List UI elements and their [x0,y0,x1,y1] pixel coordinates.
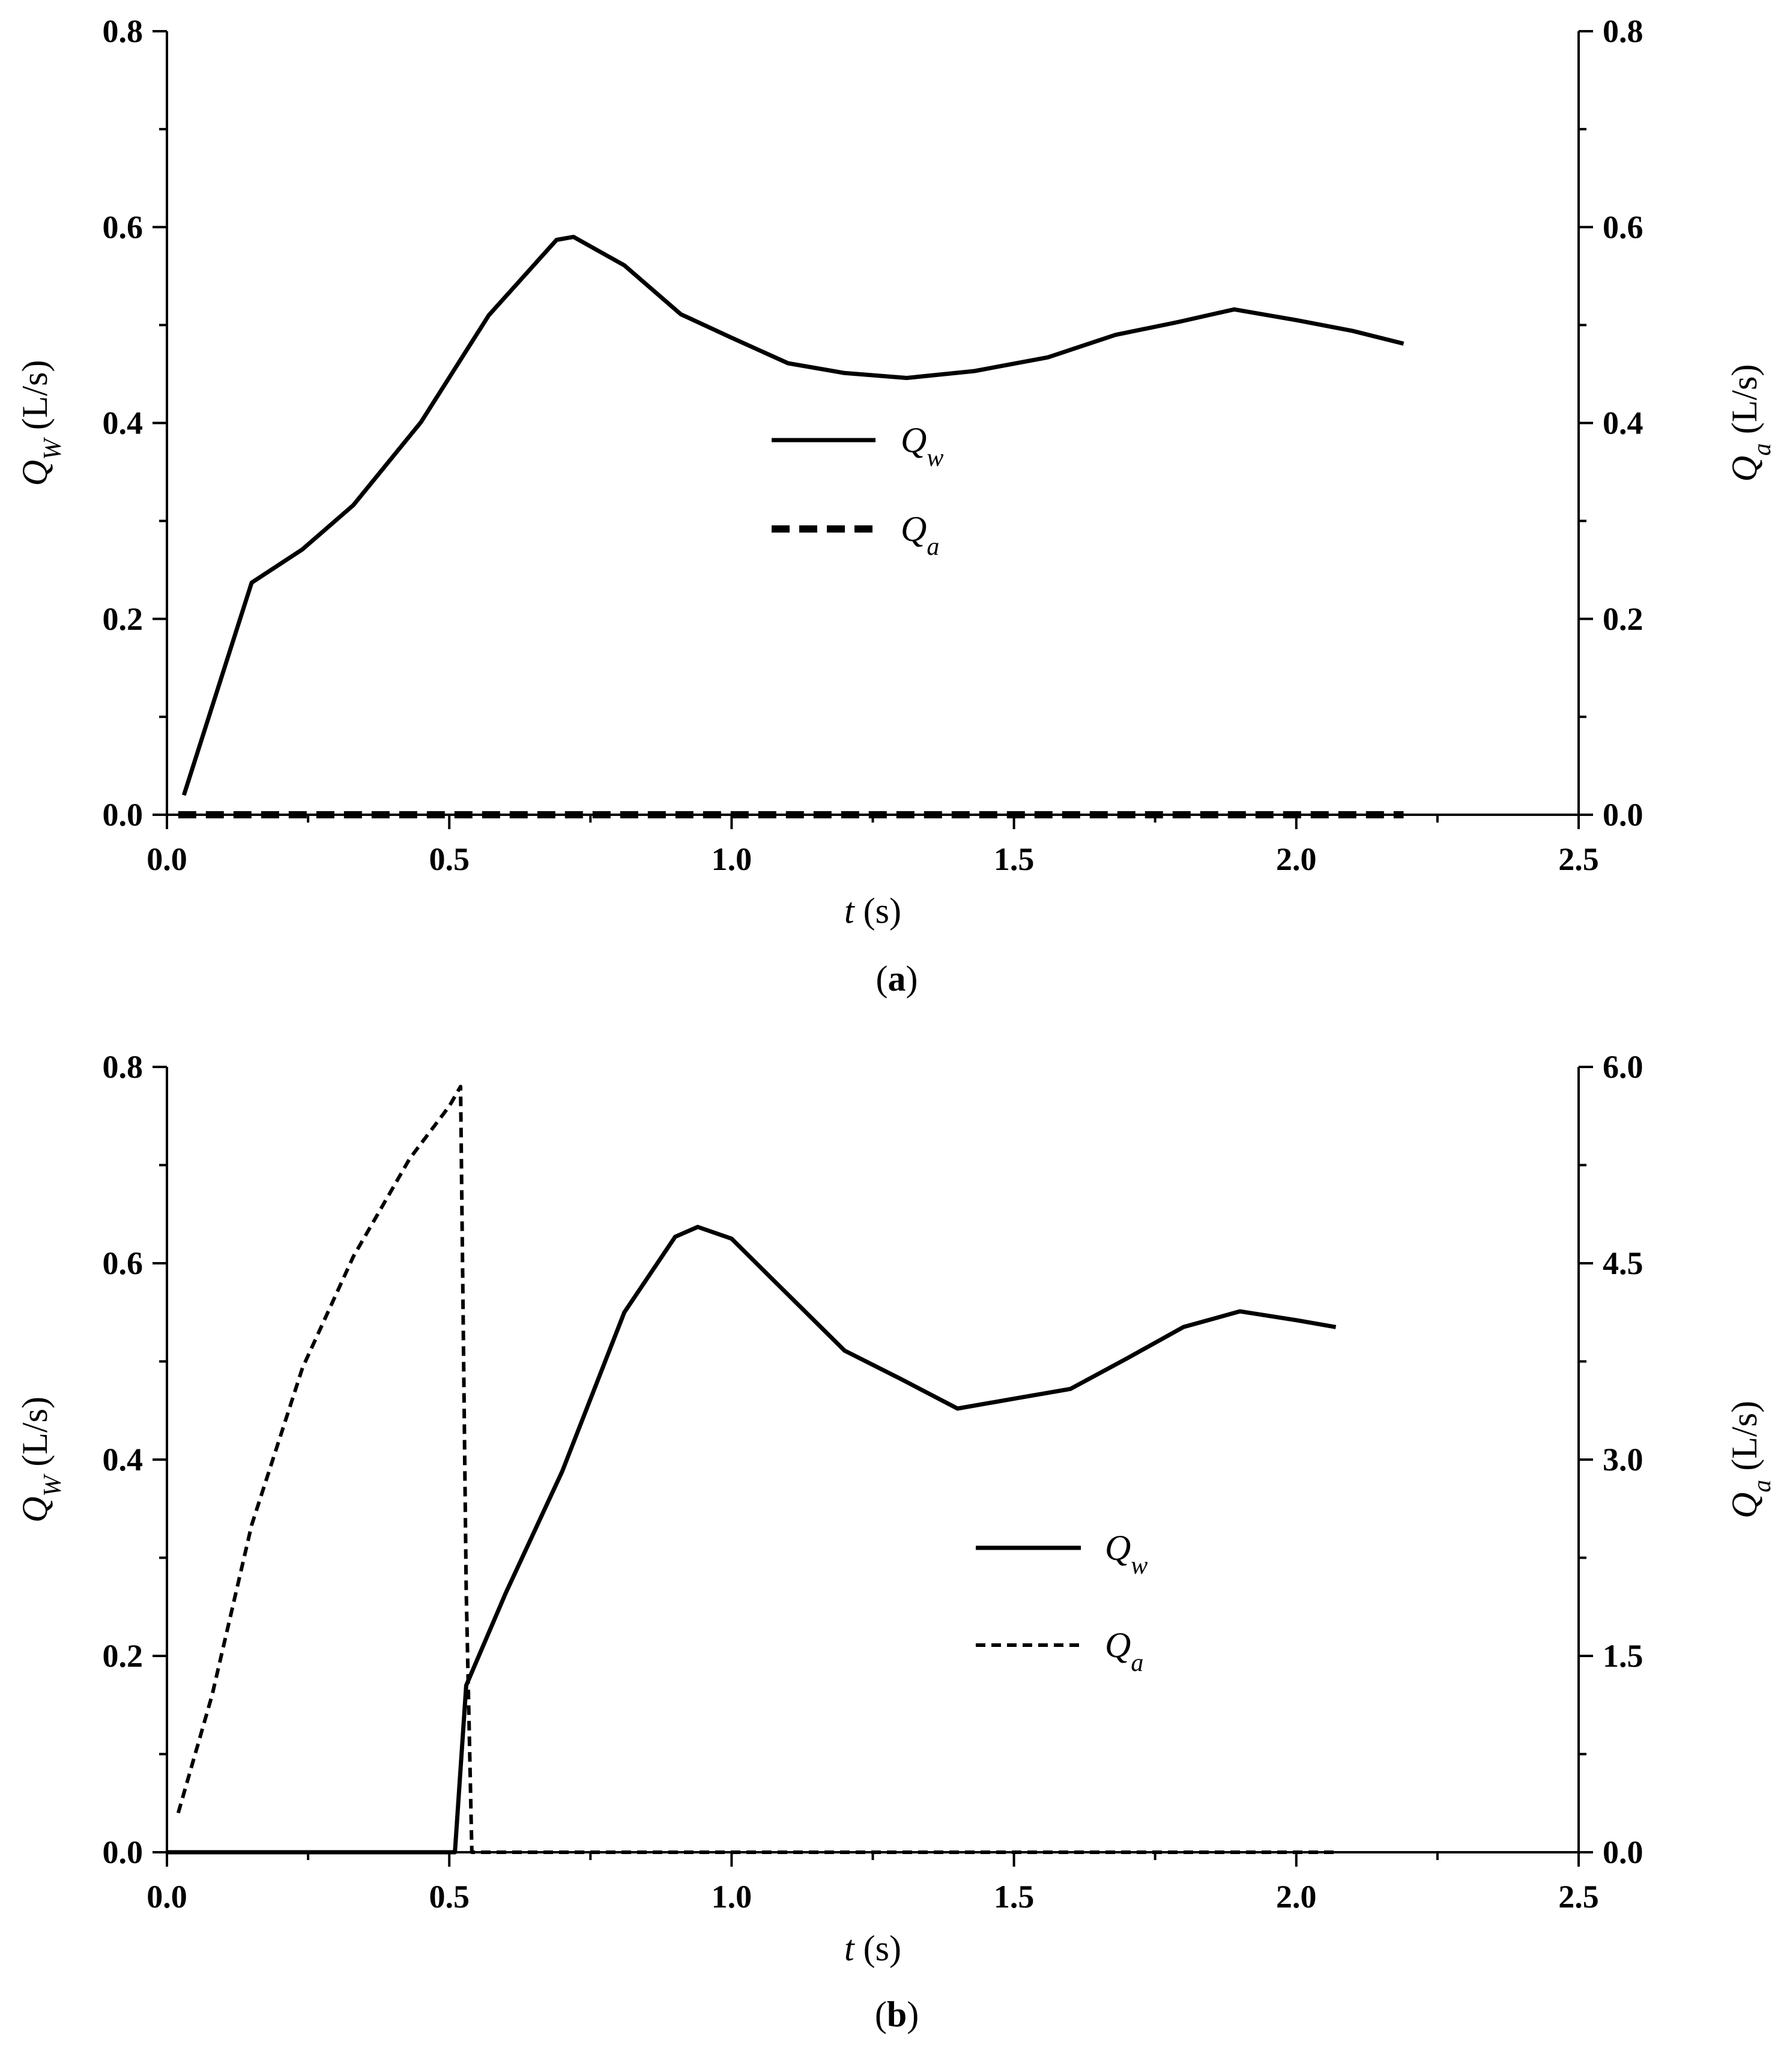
chart-panel-a: 0.0 0.5 1.0 1.5 2.0 2.50.00.20.40.60.80.00.20… [15,13,1776,998]
legend-label-qw: Qw [901,420,943,472]
y-right-axis-label: Qa (L/s) [1725,364,1776,482]
y-left-tick-label: 0.8 [103,1049,144,1085]
x-tick-label: 2.0 [1276,841,1317,877]
y-left-tick-label: 0.2 [103,601,144,637]
y-left-tick-label: 0.0 [103,1834,144,1870]
x-axis-label: t (s) [844,891,901,931]
x-axis-label: t (s) [844,1929,901,1968]
y-left-tick-label: 0.4 [103,405,144,441]
legend-label-qa: Qa [901,509,939,561]
y-right-tick-label: 0.4 [1603,405,1643,441]
x-tick-label: 2.5 [1558,1879,1599,1915]
series-line-qw [181,235,1405,796]
y-right-tick-label: 0.6 [1603,209,1643,245]
y-right-tick-label: 0.0 [1603,1834,1643,1870]
y-right-tick-label: 0.2 [1603,601,1643,637]
y-right-tick-label: 0.8 [1603,13,1643,49]
y-left-tick-label: 0.8 [103,13,144,49]
y-left-axis-label: QW (L/s) [15,1397,67,1523]
legend: Qw Qa [976,1528,1148,1677]
y-right-tick-label: 1.5 [1603,1638,1643,1674]
x-tick-label: 0.0 [147,1879,187,1915]
legend-label-qa: Qa [1105,1625,1143,1677]
y-right-tick-label: 0.0 [1603,797,1643,833]
series-line-qa [176,1084,1336,1854]
x-tick-label: 2.5 [1558,841,1599,877]
x-tick-label: 1.5 [994,841,1035,877]
y-right-tick-label: 4.5 [1603,1245,1643,1281]
y-left-tick-label: 0.0 [103,797,144,833]
y-right-tick-label: 6.0 [1603,1049,1643,1085]
y-right-tick-label: 3.0 [1603,1442,1643,1478]
x-tick-label: 1.5 [994,1879,1035,1915]
y-left-tick-label: 0.6 [103,1245,144,1281]
series-line-qw [167,1225,1337,1855]
y-left-axis-label: QW (L/s) [15,360,67,486]
x-tick-label: 0.5 [429,841,470,877]
chart-panel-b: 0.0 0.5 1.0 1.5 2.0 2.50.00.20.40.60.80.01.53… [15,1049,1776,2034]
legend-label-qw: Qw [1105,1528,1148,1580]
y-left-tick-label: 0.4 [103,1442,144,1478]
panel-caption: (b) [875,1995,919,2034]
x-tick-label: 1.0 [712,841,752,877]
x-tick-label: 2.0 [1276,1879,1317,1915]
panel-caption: (a) [876,959,918,998]
legend: Qw Qa [772,420,943,561]
x-tick-label: 1.0 [712,1879,752,1915]
x-tick-label: 0.5 [429,1879,470,1915]
y-left-tick-label: 0.2 [103,1638,144,1674]
y-left-tick-label: 0.6 [103,209,144,245]
x-tick-label: 0.0 [147,841,187,877]
y-right-axis-label: Qa (L/s) [1725,1401,1776,1518]
